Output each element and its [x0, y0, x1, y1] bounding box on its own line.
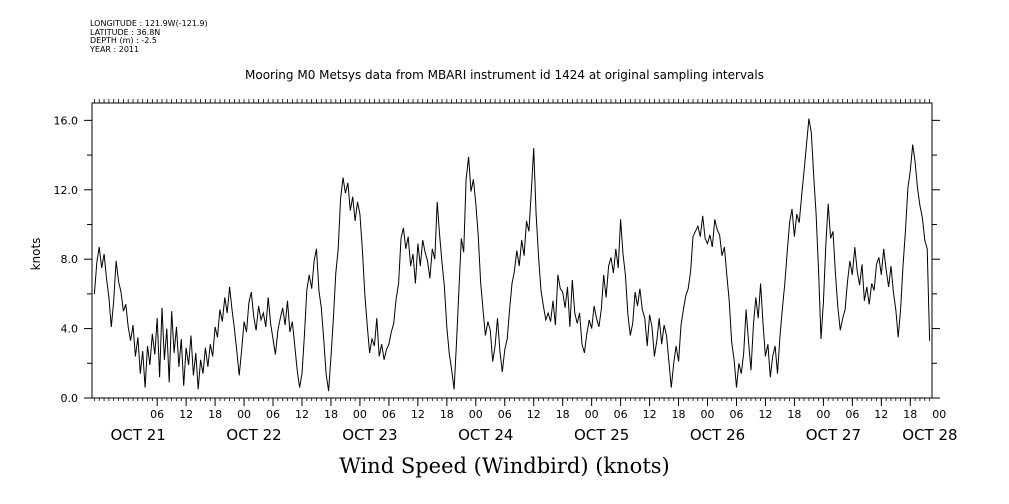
wind-speed-line	[93, 118, 931, 392]
latitude-text: LATITUDE : 36.8N	[90, 27, 161, 37]
mooring-metadata: LONGITUDE : 121.9W(-121.9) LATITUDE : 36…	[90, 19, 208, 54]
depth-text: DEPTH (m) : -2.5	[90, 36, 157, 45]
x-hour-label: 06	[614, 408, 628, 421]
x-hour-label: 12	[758, 408, 772, 421]
x-hour-label: 12	[295, 408, 309, 421]
y-axis-label: knots	[29, 238, 43, 271]
x-hour-label: 18	[556, 408, 570, 421]
x-hour-label: 00	[469, 408, 483, 421]
chart-title: Mooring M0 Metsys data from MBARI instru…	[245, 68, 764, 82]
x-hour-label: 18	[672, 408, 686, 421]
plot-border	[91, 102, 933, 399]
x-axis: 06 12 18 00 06 12 18 00 06 12 18 00 06 12 18 00 06 12 18 00…	[111, 398, 958, 444]
x-hour-label: 06	[845, 408, 859, 421]
x-hour-label: 18	[208, 408, 222, 421]
x-hour-label: 12	[874, 408, 888, 421]
x-hour-label: 06	[266, 408, 280, 421]
x-hour-label: 00	[585, 408, 599, 421]
x-hour-label: 18	[787, 408, 801, 421]
x-date-label: OCT 21	[111, 426, 166, 444]
y-tick-label: 12.0	[54, 184, 79, 197]
x-hour-label: 06	[729, 408, 743, 421]
x-hour-label: 06	[382, 408, 396, 421]
x-hour-label: 12	[527, 408, 541, 421]
y-tick-label: 0.0	[61, 392, 79, 405]
x-date-label: OCT 23	[342, 426, 397, 444]
x-hour-label: 18	[903, 408, 917, 421]
x-hour-label: 00	[932, 408, 946, 421]
y-tick-label: 4.0	[61, 323, 79, 336]
longitude-text: LONGITUDE : 121.9W(-121.9)	[90, 19, 208, 28]
x-date-label: OCT 22	[226, 426, 281, 444]
x-date-label: OCT 27	[806, 426, 861, 444]
y-axis: 0.0 4.0 8.0 12.0 16.0	[54, 114, 940, 405]
x-date-label: OCT 25	[574, 426, 629, 444]
x-hour-label: 18	[324, 408, 338, 421]
x-hour-label: 12	[411, 408, 425, 421]
x-date-label: OCT 28	[902, 426, 957, 444]
chart-footer-title: Wind Speed (Windbird) (knots)	[339, 454, 670, 478]
x-hour-label: 00	[353, 408, 367, 421]
x-hour-label: 00	[816, 408, 830, 421]
y-tick-label: 16.0	[54, 114, 79, 127]
x-hour-label: 18	[440, 408, 454, 421]
year-text: YEAR : 2011	[90, 44, 140, 54]
x-hour-label: 12	[179, 408, 193, 421]
x-hour-label: 00	[237, 408, 251, 421]
y-tick-label: 8.0	[61, 253, 79, 266]
x-hour-label: 06	[498, 408, 512, 421]
x-hour-label: 06	[150, 408, 164, 421]
x-hour-label: 12	[643, 408, 657, 421]
x-date-label: OCT 26	[690, 426, 745, 444]
x-hour-label: 00	[701, 408, 715, 421]
x-date-label: OCT 24	[458, 426, 513, 444]
plot-frame	[91, 99, 933, 401]
